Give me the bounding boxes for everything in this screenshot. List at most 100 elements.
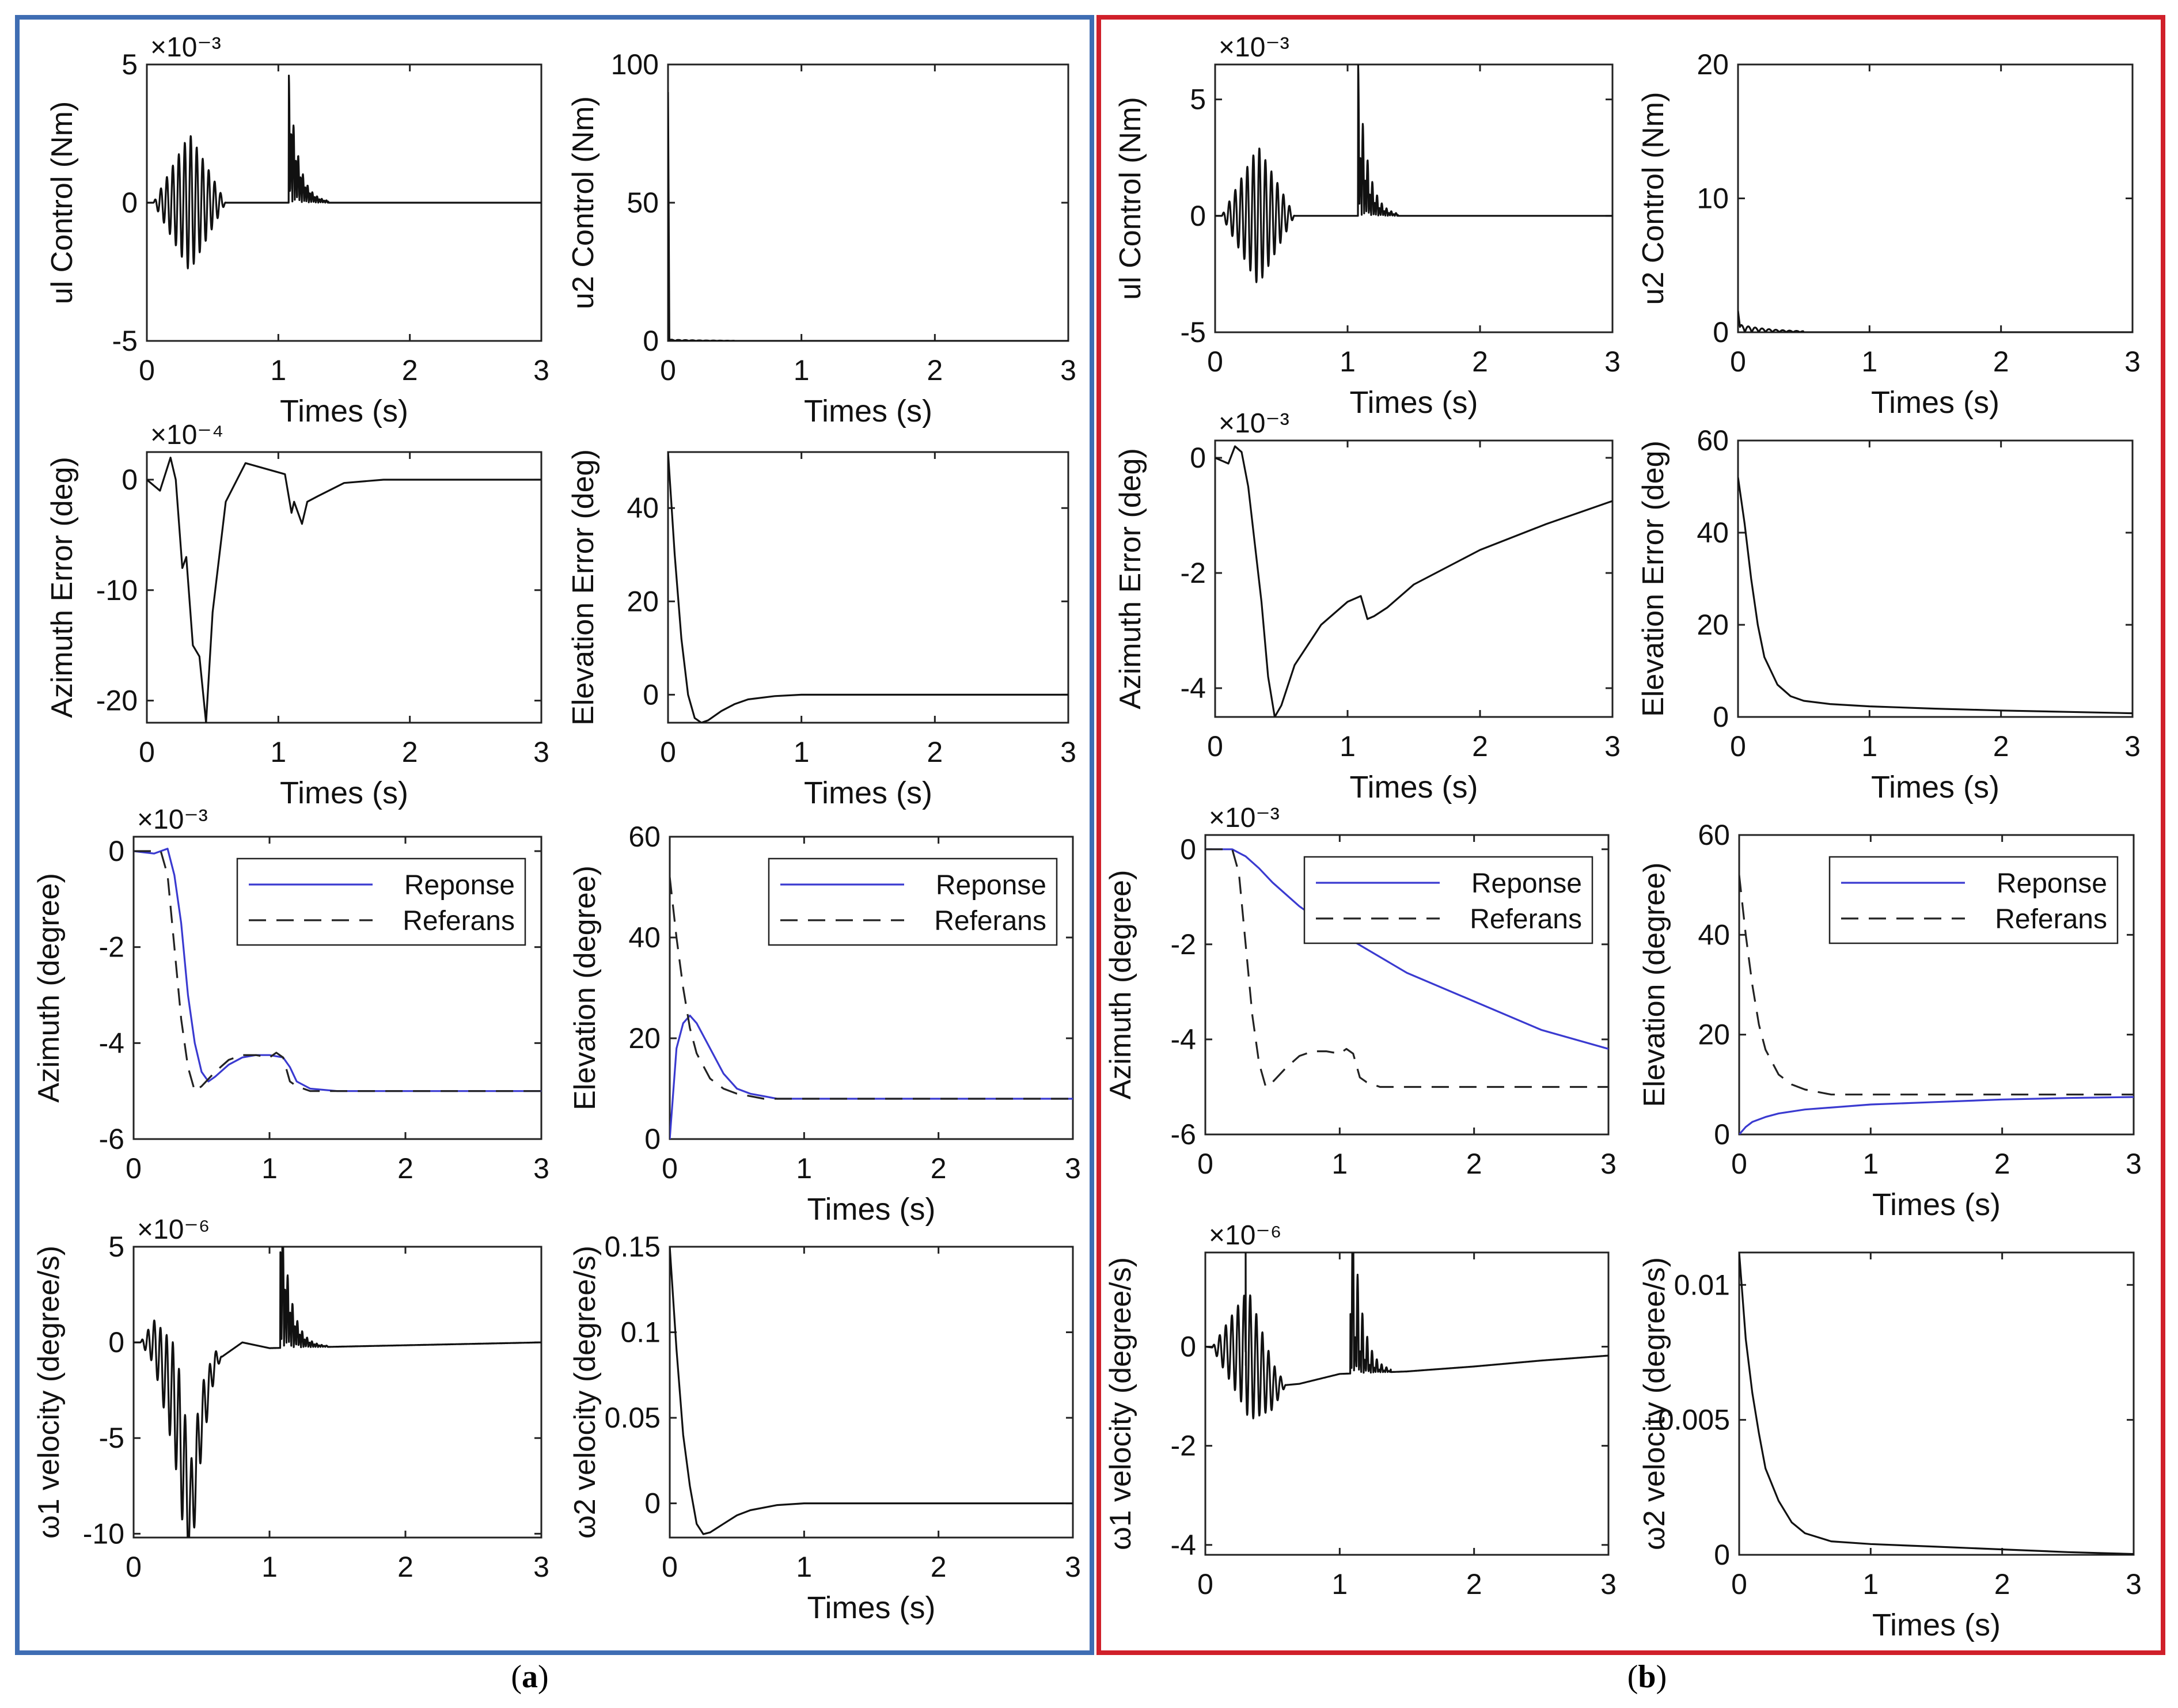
x-tick-label: 1 <box>1331 1568 1348 1600</box>
axis-exponent: ×10⁻⁶ <box>1209 1220 1282 1251</box>
x-tick-label: 2 <box>1466 1568 1482 1600</box>
chart-b-u2: 0 1 2 3 0 10 20 Times (s) u2 Control (Nm) <box>1637 48 2141 420</box>
plot-area <box>669 1246 1074 1539</box>
x-tick-label: 2 <box>1472 730 1488 762</box>
legend-label-referans: Referans <box>403 906 515 936</box>
y-tick-label: -6 <box>99 1123 124 1155</box>
legend-label-reponse: Reponse <box>1997 868 2107 899</box>
x-tick-label: 1 <box>270 354 286 386</box>
x-tick-label: 3 <box>2126 1568 2142 1600</box>
x-tick-label: 3 <box>533 354 549 386</box>
y-tick-label: 0.05 <box>605 1402 661 1434</box>
x-tick-label: 2 <box>931 1152 947 1185</box>
y-tick-label: -20 <box>96 685 138 717</box>
y-tick-label: 20 <box>1697 609 1729 641</box>
series-line-w2 <box>670 1247 1073 1535</box>
x-tick-label: 2 <box>1472 346 1488 378</box>
series-line-u1 <box>147 74 541 270</box>
y-tick-label: -2 <box>1181 557 1206 589</box>
x-tick-label: 1 <box>1340 346 1356 378</box>
x-axis-label: Times (s) <box>1871 385 1999 420</box>
y-tick-label: 60 <box>1698 819 1730 851</box>
x-tick-label: 0 <box>660 736 676 768</box>
y-tick-label: 0.15 <box>605 1231 661 1263</box>
x-tick-label: 0 <box>126 1152 142 1185</box>
x-tick-label: 3 <box>1065 1152 1081 1185</box>
x-tick-label: 3 <box>533 1152 549 1185</box>
y-tick-label: 20 <box>1697 48 1729 81</box>
x-tick-label: 3 <box>533 736 549 768</box>
y-tick-label: 0 <box>643 325 659 357</box>
y-tick-label: 0 <box>644 1123 661 1155</box>
y-tick-label: -5 <box>1181 316 1206 348</box>
x-tick-label: 3 <box>1604 346 1621 378</box>
plot-area <box>1214 63 1614 333</box>
chart-a-w2: 0 1 2 3 0 0.05 0.1 0.15 Times (s) ω2 velocity (de… <box>568 1231 1081 1625</box>
y-tick-label: -4 <box>1181 672 1206 704</box>
y-tick-label: 0.005 <box>1658 1404 1730 1436</box>
x-tick-label: 0 <box>1197 1568 1213 1600</box>
x-tick-label: 0 <box>139 736 155 768</box>
x-tick-label: 3 <box>1600 1148 1617 1180</box>
caption-b: (b) <box>1627 1659 1667 1695</box>
x-tick-label: 1 <box>1862 1568 1879 1600</box>
series-line-el_err <box>668 452 1068 723</box>
series-line-az_err <box>1215 445 1612 717</box>
y-tick-label: -4 <box>1171 1023 1196 1056</box>
series-line-reponse <box>670 1015 1073 1139</box>
x-tick-label: 2 <box>931 1551 947 1583</box>
y-tick-label: 0 <box>108 835 124 867</box>
y-tick-label: 0 <box>108 1326 124 1358</box>
y-tick-label: 10 <box>1697 183 1729 215</box>
frame-a <box>15 15 1094 1655</box>
series-line-referans <box>1205 848 1608 1088</box>
x-tick-label: 3 <box>1065 1551 1081 1583</box>
y-tick-label: -2 <box>1171 928 1196 961</box>
y-tick-label: -5 <box>99 1422 124 1454</box>
legend-label-reponse: Reponse <box>404 870 515 901</box>
x-tick-label: 2 <box>1466 1148 1482 1180</box>
x-tick-label: 1 <box>1861 730 1877 762</box>
legend-label-referans: Referans <box>1995 904 2107 935</box>
plot-area <box>146 451 542 724</box>
x-axis-label: Times (s) <box>804 394 932 428</box>
y-tick-label: 40 <box>627 492 659 524</box>
x-tick-label: 1 <box>794 736 810 768</box>
x-tick-label: 2 <box>397 1152 413 1185</box>
x-tick-label: 1 <box>796 1152 812 1185</box>
y-axis-label: Elevation Error (deg) <box>567 449 600 726</box>
y-tick-label: 0 <box>1714 1539 1730 1571</box>
y-axis-label: u2 Control (Nm) <box>567 96 600 309</box>
x-tick-label: 2 <box>1993 730 2009 762</box>
y-axis-label: ul Control (Nm) <box>45 101 79 305</box>
x-axis-label: Times (s) <box>1872 1187 2001 1222</box>
plot-area <box>667 451 1069 724</box>
y-tick-label: -4 <box>99 1027 124 1059</box>
y-tick-label: 60 <box>1697 424 1729 457</box>
legend-box <box>768 857 1058 946</box>
y-tick-label: 20 <box>1698 1019 1730 1051</box>
x-tick-label: 0 <box>126 1551 142 1583</box>
y-tick-label: 0 <box>1713 701 1729 733</box>
x-tick-label: 0 <box>660 354 676 386</box>
x-tick-label: 0 <box>1731 1568 1747 1600</box>
axis-exponent: ×10⁻³ <box>1209 803 1280 833</box>
axis-exponent: ×10⁻³ <box>1219 408 1289 439</box>
x-tick-label: 3 <box>1600 1568 1617 1600</box>
legend: Reponse Referans <box>1828 856 2119 944</box>
y-tick-label: 40 <box>1697 517 1729 549</box>
y-axis-label: Elevation (degree) <box>1638 863 1671 1107</box>
y-tick-label: 20 <box>627 585 659 617</box>
y-axis-label: Elevation Error (deg) <box>1637 441 1670 717</box>
series-line-az_err <box>147 457 541 723</box>
axis-exponent: ×10⁻³ <box>137 804 208 835</box>
x-axis-label: Times (s) <box>804 776 932 810</box>
legend-box <box>236 857 526 946</box>
x-axis-label: Times (s) <box>1872 1608 2001 1642</box>
y-tick-label: 0 <box>1180 1331 1196 1363</box>
x-tick-label: 2 <box>1994 1568 2010 1600</box>
y-tick-label: 0.01 <box>1674 1269 1730 1301</box>
y-axis-label: ω2 velocity (degree/s) <box>568 1246 602 1539</box>
chart-b-el: 0 1 2 3 0 20 40 60 Times (s) Elevation (degree) Re… <box>1638 819 2142 1222</box>
